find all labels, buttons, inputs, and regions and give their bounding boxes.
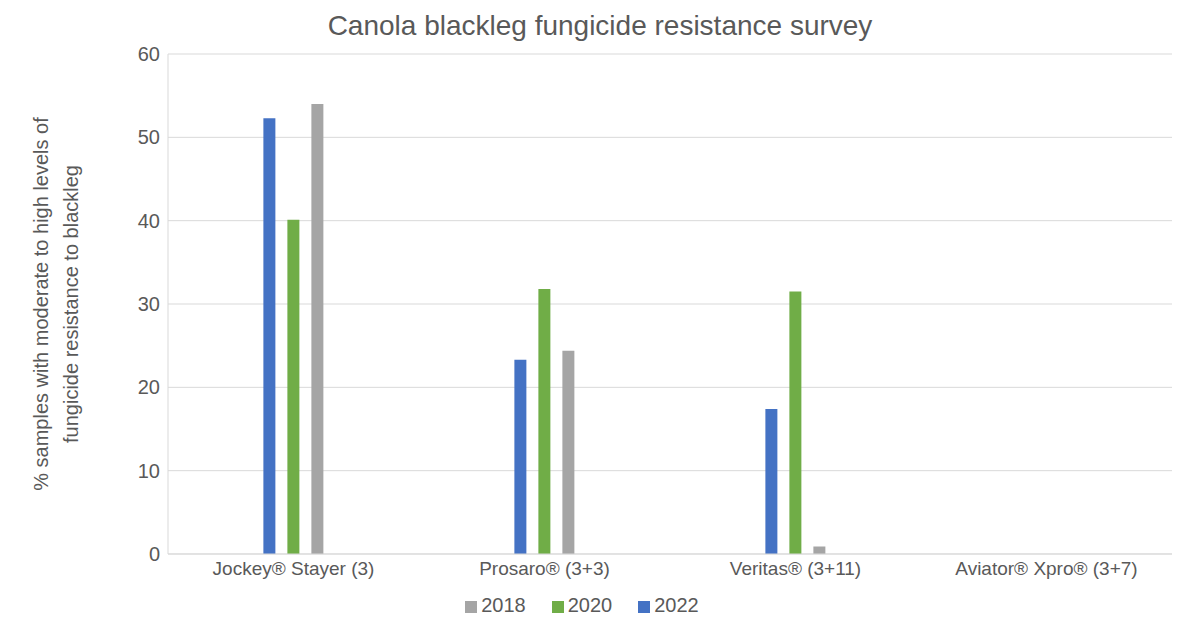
html-text:2020: 2020 bbox=[567, 594, 613, 616]
svg-text:Veritas® (3+11): Veritas® (3+11) bbox=[730, 558, 861, 579]
svg-text:50: 50 bbox=[138, 126, 160, 148]
svg-text:Jockey® Stayer (3): Jockey® Stayer (3) bbox=[213, 558, 375, 579]
html-text:Canola blackleg fungicide resi: Canola blackleg fungicide resistance sur… bbox=[327, 10, 873, 41]
svg-text:10: 10 bbox=[138, 460, 160, 482]
svg-text:40: 40 bbox=[138, 210, 160, 232]
svg-text:20: 20 bbox=[138, 376, 160, 398]
html-text:2022: 2022 bbox=[654, 594, 699, 616]
svg-text:Prosaro® (3+3): Prosaro® (3+3) bbox=[479, 558, 610, 579]
svg-text:Aviator® Xpro® (3+7): Aviator® Xpro® (3+7) bbox=[955, 558, 1137, 579]
svg-text:30: 30 bbox=[138, 293, 160, 315]
svg-text:0: 0 bbox=[149, 543, 160, 565]
svg-text:% samples with moderate to hig: % samples with moderate to high levels o… bbox=[30, 117, 82, 491]
svg-text:60: 60 bbox=[138, 43, 160, 65]
html-text:2018: 2018 bbox=[481, 594, 526, 616]
